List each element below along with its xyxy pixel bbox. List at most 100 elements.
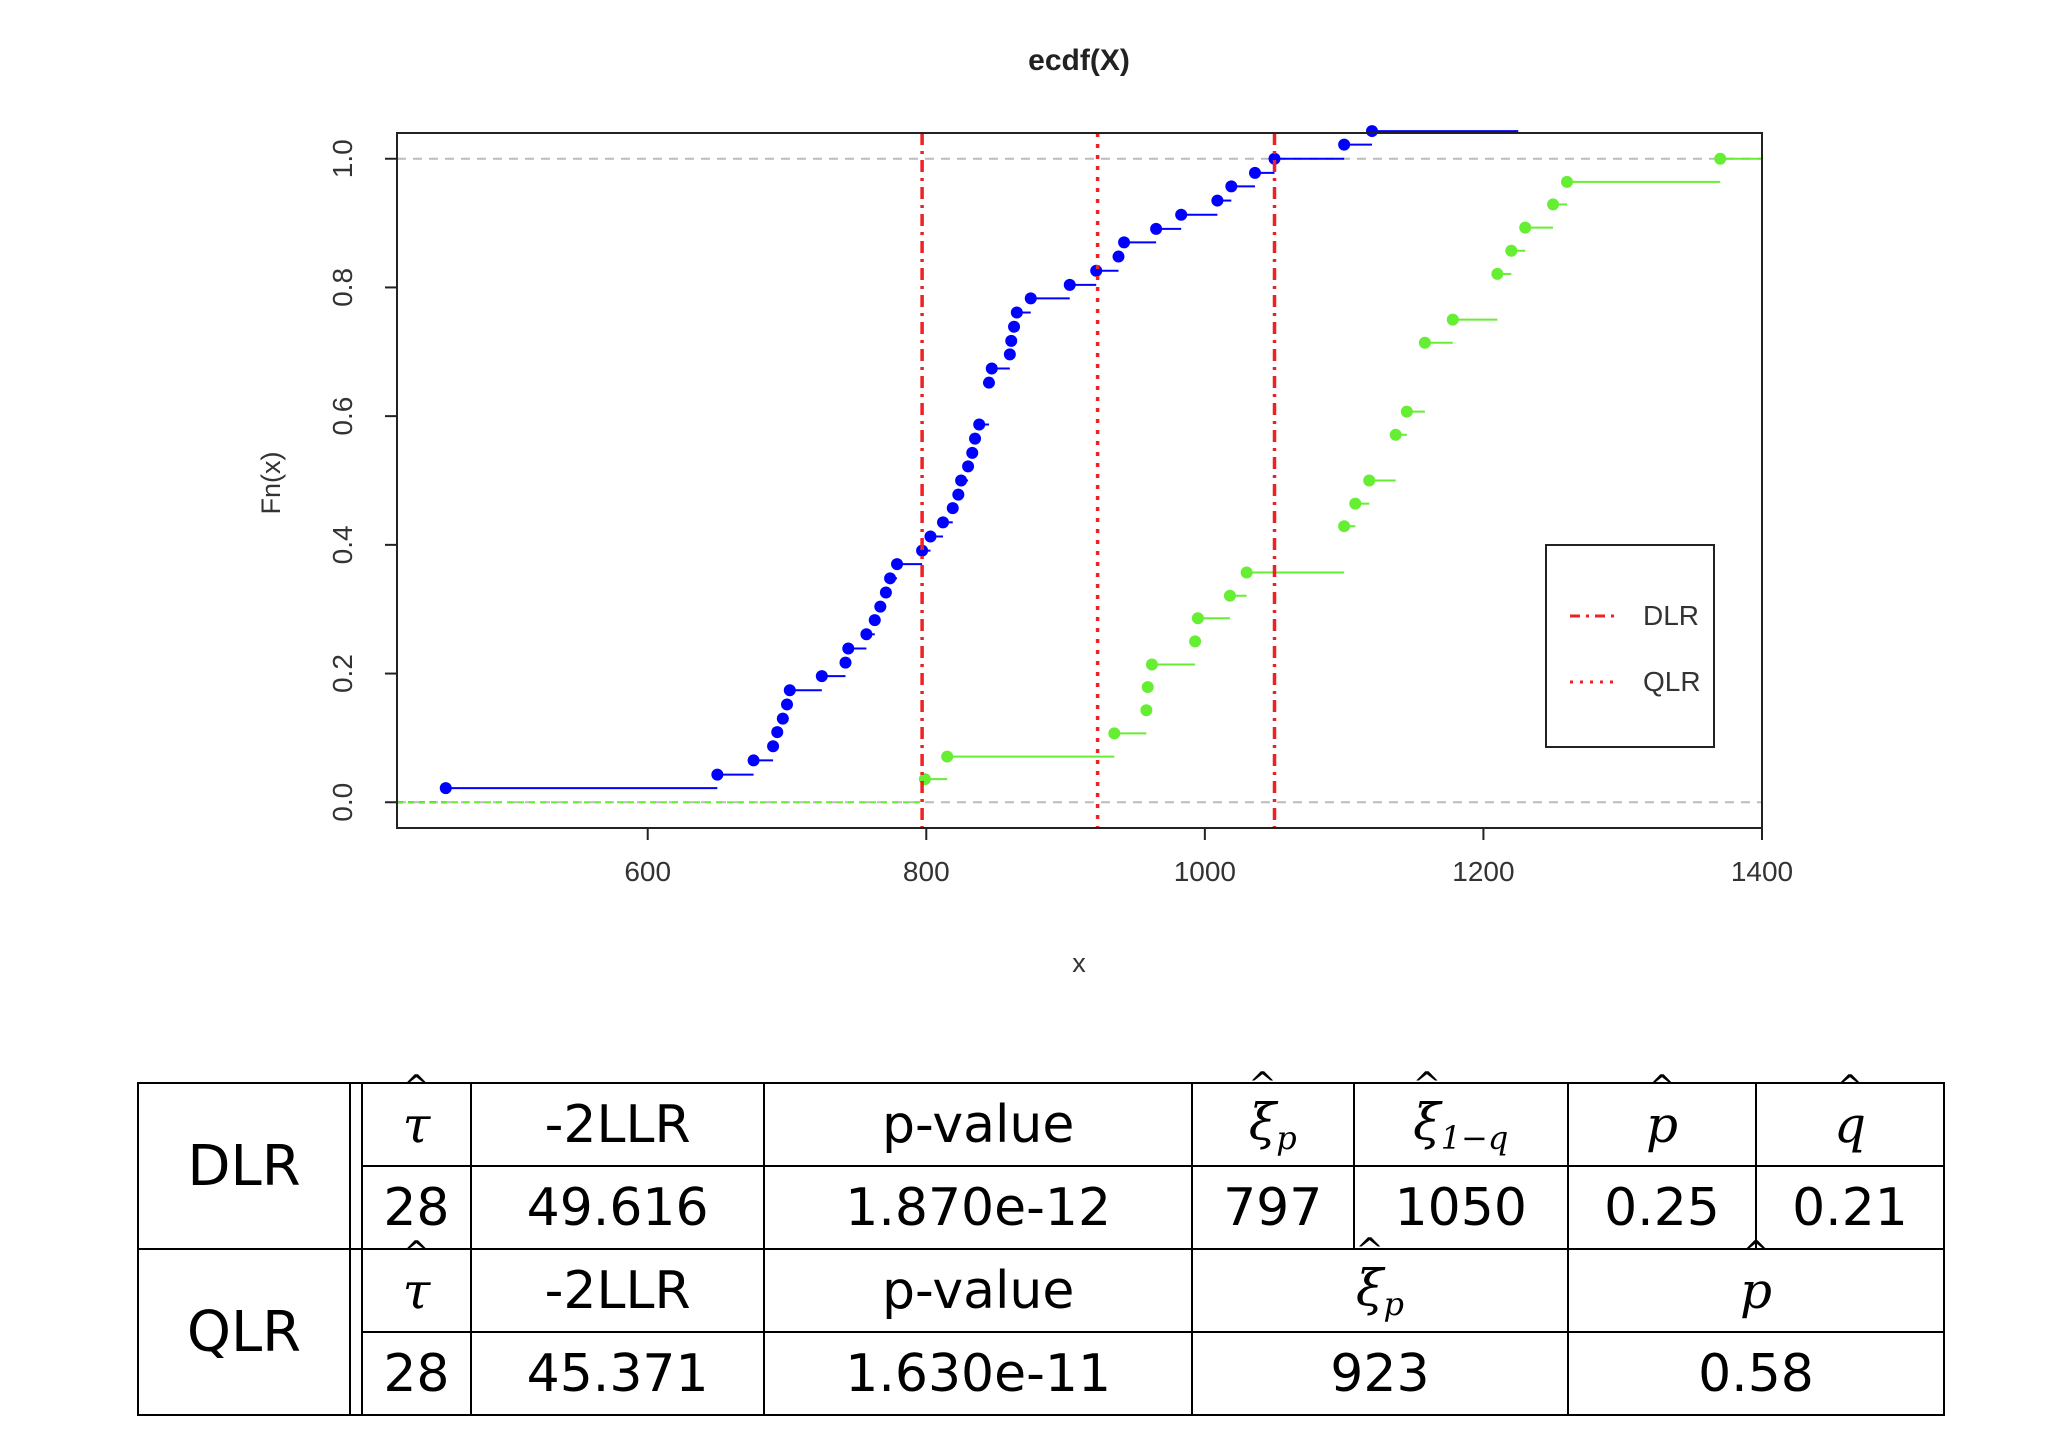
series-1-point — [1268, 152, 1281, 165]
series-2-point — [1189, 635, 1202, 648]
ecdf-chart: ecdf(X) x Fn(x) 600 800 1000 1200 1400 0.00.… — [256, 44, 1793, 978]
x-tick-label: 1200 — [1452, 856, 1514, 887]
series-1-point — [1112, 250, 1125, 263]
series-1-point — [1366, 125, 1378, 138]
series-2-point — [1505, 244, 1518, 257]
stats-table: DLR τ -2LLR p-value ξp ξ1−q p q 28 49.61… — [137, 1082, 1946, 1416]
dlr-value-row: 28 49.616 1.870e-12 797 1050 0.25 0.21 — [138, 1165, 1946, 1250]
dlr-header-row: DLR τ -2LLR p-value ξp ξ1−q p q — [137, 1082, 1946, 1250]
series-2-point — [1240, 566, 1253, 579]
dlr-tau-header: τ — [361, 1082, 472, 1167]
y-axis: 0.0 0.2 0.4 0.6 0.8 1.0 — [327, 139, 397, 822]
dlr-row-label: DLR — [137, 1082, 351, 1250]
x-tick-label: 1000 — [1174, 856, 1236, 887]
x-tick-label: 600 — [624, 856, 671, 887]
series-1-point — [985, 362, 998, 375]
series-1-point — [1338, 138, 1351, 151]
y-tick-label: 1.0 — [327, 139, 358, 178]
table-double-rule — [349, 1248, 363, 1416]
qlr-pvalue-header: p-value — [763, 1248, 1193, 1333]
series-1-point — [747, 754, 760, 767]
series-1-point — [1063, 278, 1076, 291]
y-tick-label: 0.2 — [327, 654, 358, 693]
series-1-point — [879, 586, 892, 599]
series-1-point — [1150, 222, 1163, 235]
x-tick-label: 800 — [903, 856, 950, 887]
series-1-point — [884, 572, 897, 585]
series-1-point — [439, 782, 452, 795]
legend-qlr-label: QLR — [1643, 666, 1701, 697]
series-1-point — [781, 698, 793, 711]
series-1-point — [767, 740, 780, 753]
dlr-q-value: 0.21 — [1754, 1165, 1946, 1250]
series-1-point — [1249, 166, 1261, 179]
series-1-point — [776, 712, 789, 725]
series-2-point — [1519, 221, 1532, 234]
series-2-point — [1446, 313, 1459, 326]
dlr-q-header: q — [1754, 1082, 1946, 1167]
series-2-point — [1547, 198, 1560, 211]
plot-area — [397, 125, 1762, 828]
qlr-llr-header: -2LLR — [469, 1248, 766, 1333]
dlr-pvalue-header: p-value — [763, 1082, 1193, 1167]
y-tick-label: 0.0 — [327, 783, 358, 822]
series-1-point — [842, 642, 855, 655]
series-1-point — [783, 684, 796, 697]
y-axis-label: Fn(x) — [256, 452, 286, 515]
series-1-point — [966, 446, 979, 459]
qlr-llr-value: 45.371 — [469, 1331, 766, 1416]
qlr-header-row: QLR τ -2LLR p-value ξp p — [137, 1248, 1946, 1416]
series-2-point — [1140, 704, 1153, 717]
series-2-point — [1141, 681, 1154, 694]
x-axis: 600 800 1000 1200 1400 — [624, 828, 1793, 887]
series-1-point — [973, 418, 986, 431]
series-1-point — [982, 376, 995, 389]
x-axis-label: x — [1072, 948, 1086, 978]
series-2-point — [1389, 428, 1402, 441]
series-1-point — [868, 614, 881, 627]
table-double-rule — [349, 1082, 363, 1250]
series-2-point — [1400, 405, 1413, 418]
dlr-xi-p-value: 797 — [1190, 1165, 1355, 1250]
series-2-point — [1561, 175, 1573, 188]
series-1-point — [955, 474, 968, 487]
y-tick-label: 0.4 — [327, 525, 358, 564]
series-2-point — [1145, 658, 1158, 671]
series-2-point — [1338, 520, 1351, 533]
legend: DLR QLR — [1545, 544, 1715, 748]
y-tick-label: 0.6 — [327, 397, 358, 436]
series-1-point — [1211, 194, 1224, 207]
series-1-point — [1008, 320, 1021, 333]
series-2-point — [1223, 589, 1236, 602]
series-1-point — [1005, 334, 1018, 347]
series-1-point — [874, 600, 887, 613]
series-1-point — [1118, 236, 1131, 249]
series-1-point — [969, 432, 982, 445]
series-2-point — [1418, 336, 1431, 349]
series-2-point — [1349, 497, 1362, 510]
series-1-point — [711, 768, 724, 781]
series-1-point — [946, 502, 959, 515]
series-1-point — [839, 656, 852, 669]
dlr-llr-value: 49.616 — [469, 1165, 766, 1250]
dlr-p-header: p — [1566, 1082, 1757, 1167]
series-1-point — [1003, 348, 1016, 361]
series-2-point — [1363, 474, 1376, 487]
dlr-tau-value: 28 — [361, 1165, 472, 1250]
dlr-pvalue-value: 1.870e-12 — [763, 1165, 1193, 1250]
series-1-point — [1175, 208, 1188, 221]
qlr-row-label: QLR — [137, 1248, 351, 1416]
series-1-point — [891, 558, 904, 571]
series-1-point — [952, 488, 965, 501]
series-1-point — [1024, 292, 1037, 305]
series-1-point — [1010, 306, 1023, 319]
qlr-tau-value: 28 — [361, 1331, 472, 1416]
series-1-point — [937, 516, 949, 529]
series-1-point — [916, 544, 929, 557]
y-tick-label: 0.8 — [327, 268, 358, 307]
dlr-xi-1q-header: ξ1−q — [1352, 1082, 1569, 1167]
dlr-p-value: 0.25 — [1566, 1165, 1757, 1250]
dlr-llr-header: -2LLR — [469, 1082, 766, 1167]
legend-box — [1545, 544, 1715, 748]
series-1-point — [771, 726, 784, 739]
